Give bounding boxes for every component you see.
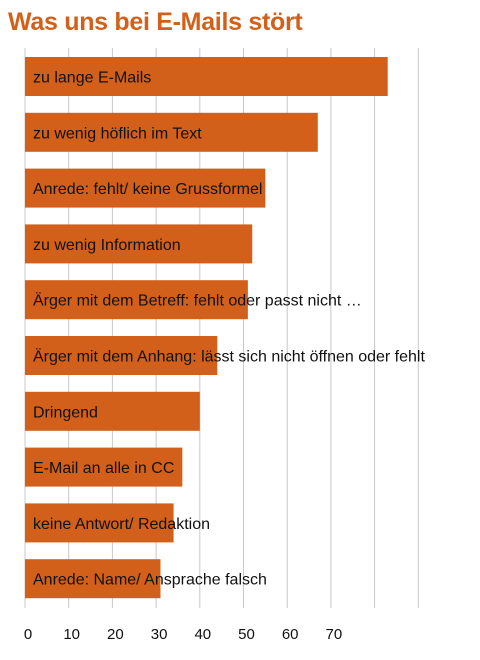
bar-label: keine Antwort/ Redaktion <box>33 516 210 533</box>
x-tick-label: 0 <box>24 626 32 643</box>
bar <box>25 503 174 543</box>
x-tick-labels: 0 10 20 30 40 50 60 70 <box>24 626 342 643</box>
x-tick-label: 50 <box>238 626 255 643</box>
bar-label: Ärger mit dem Anhang: lässt sich nicht ö… <box>33 348 425 366</box>
bar <box>25 336 218 375</box>
x-tick-label: 40 <box>194 626 211 643</box>
bar-labels: zu lange E-Mails zu wenig höflich im Text… <box>33 70 425 589</box>
x-tick-label: 30 <box>151 626 168 643</box>
bar <box>25 447 183 487</box>
bar-label: Anrede: Name/ Ansprache falsch <box>33 572 267 589</box>
bar <box>25 280 248 320</box>
bar-label: E-Mail an alle in CC <box>33 460 174 477</box>
bar-label: zu lange E-Mails <box>33 70 151 87</box>
bar <box>25 224 253 264</box>
bar-label: Dringend <box>33 404 98 421</box>
x-tick-label: 70 <box>326 626 343 643</box>
bar <box>25 391 200 431</box>
x-tick-label: 20 <box>107 626 124 643</box>
bar <box>25 168 266 208</box>
bar <box>25 57 388 96</box>
bar <box>25 559 161 599</box>
x-tick-label: 60 <box>282 626 299 643</box>
bar-label: Ärger mit dem Betreff: fehlt oder passt … <box>33 292 362 310</box>
bar-label: zu wenig Information <box>33 237 181 254</box>
bar <box>25 112 318 152</box>
chart-title: Was uns bei E-Mails stört <box>8 8 303 36</box>
x-tick-label: 10 <box>63 626 80 643</box>
bars <box>25 57 388 599</box>
bar-label: zu wenig höflich im Text <box>33 125 202 142</box>
bar-label: Anrede: fehlt/ keine Grussformel <box>33 181 262 198</box>
